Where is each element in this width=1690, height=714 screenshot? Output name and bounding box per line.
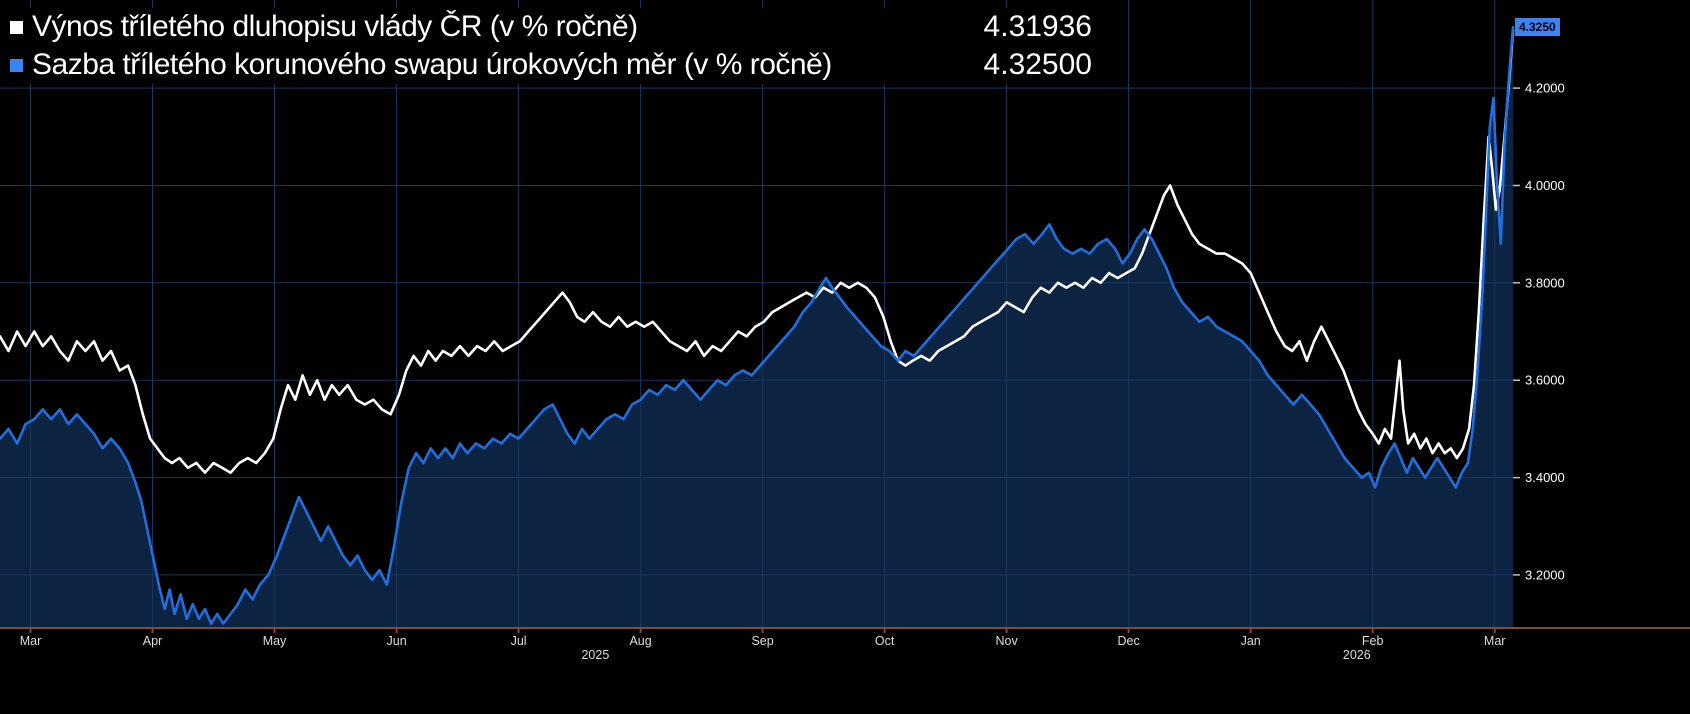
x-tick-label: Nov bbox=[995, 634, 1018, 648]
y-tick-label: 3.8000 bbox=[1525, 275, 1565, 290]
x-tick-label: Apr bbox=[143, 634, 162, 648]
bond-series-label: Výnos tříletého dluhopisu vlády ČR (v % … bbox=[32, 10, 638, 43]
x-tick-label: Jun bbox=[387, 634, 407, 648]
swap-series-label: Sazba tříletého korunového swapu úrokový… bbox=[32, 48, 832, 81]
year-label: 2025 bbox=[581, 648, 609, 662]
x-tick-label: May bbox=[263, 634, 287, 648]
x-tick-label: Oct bbox=[875, 634, 895, 648]
year-label: 2026 bbox=[1343, 648, 1371, 662]
bond-series-value: 4.31936 bbox=[983, 10, 1092, 43]
swap-series-value: 4.32500 bbox=[983, 48, 1092, 81]
swap-area-fill bbox=[0, 27, 1513, 629]
chart-legend: Výnos tříletého dluhopisu vlády ČR (v % … bbox=[4, 8, 1102, 84]
x-tick-label: Mar bbox=[20, 634, 42, 648]
legend-row-bond-yield[interactable]: Výnos tříletého dluhopisu vlády ČR (v % … bbox=[4, 8, 1102, 46]
last-price-badge: 4.3250 bbox=[1515, 18, 1560, 36]
y-tick-label: 4.0000 bbox=[1525, 178, 1565, 193]
swap-rate-line bbox=[0, 25, 1515, 625]
x-tick-label: Aug bbox=[629, 634, 651, 648]
x-tick-label: Mar bbox=[1484, 634, 1506, 648]
y-tick-label: 4.2000 bbox=[1525, 81, 1565, 96]
x-tick-label: Jan bbox=[1241, 634, 1261, 648]
x-tick-label: Feb bbox=[1362, 634, 1384, 648]
legend-row-swap-rate[interactable]: Sazba tříletého korunového swapu úrokový… bbox=[4, 46, 1102, 84]
y-tick-label: 3.6000 bbox=[1525, 373, 1565, 388]
y-tick-label: 3.4000 bbox=[1525, 470, 1565, 485]
y-tick-label: 3.2000 bbox=[1525, 567, 1565, 582]
x-tick-label: Jul bbox=[511, 634, 527, 648]
x-tick-label: Dec bbox=[1117, 634, 1139, 648]
bond-yield-line bbox=[0, 28, 1515, 475]
swap-series-marker-icon bbox=[10, 58, 23, 72]
bond-series-marker-icon bbox=[10, 20, 23, 34]
x-tick-label: Sep bbox=[751, 634, 773, 648]
